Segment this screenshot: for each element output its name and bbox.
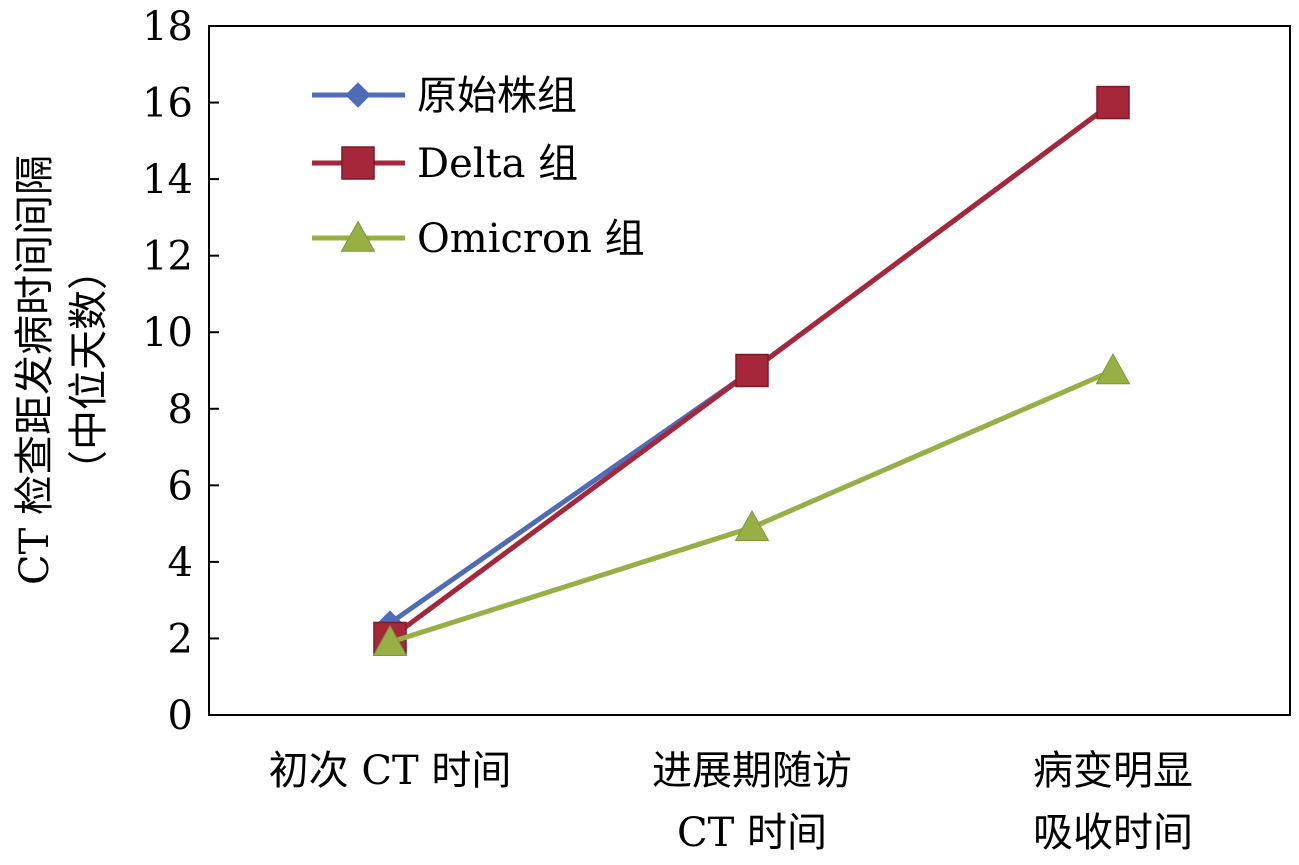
x-category-label: 病变明显	[1033, 748, 1193, 794]
y-tick-label: 8	[168, 387, 193, 433]
plot-frame	[208, 25, 1291, 716]
data-point-triangle	[372, 624, 408, 656]
x-category-label: 吸收时间	[1033, 810, 1193, 856]
legend-label: Omicron 组	[417, 216, 645, 262]
y-tick-label: 10	[142, 310, 193, 356]
data-point-diamond	[345, 82, 371, 108]
y-tick-label: 2	[168, 616, 193, 662]
axes: 0 2 4 6 8 10 12 14 16 18 初次 CT 时间 进展期随访 CT 时间 病变明显吸收时…	[142, 4, 1291, 856]
series-line	[389, 368, 1114, 645]
data-point-triangle	[734, 509, 770, 542]
x-category-label: CT 时间	[677, 810, 827, 856]
y-axis-label-line: （中位天数）	[66, 250, 112, 490]
y-tick-label: 18	[142, 4, 193, 50]
x-category-label: 进展期随访	[652, 748, 852, 794]
y-axis-label-line: CT 检查距发病时间间隔	[12, 155, 58, 585]
y-tick-label: 12	[142, 234, 193, 280]
legend-label: Delta 组	[417, 141, 578, 187]
series-2	[372, 352, 1131, 656]
data-point-square	[735, 353, 769, 388]
data-point-triangle	[1095, 352, 1131, 385]
legend: 原始株组 Delta 组 Omicron 组	[312, 73, 645, 262]
legend-item: Delta 组	[312, 141, 578, 187]
y-axis-label: CT 检查距发病时间间隔 （中位天数）	[12, 155, 112, 585]
data-point-square	[1096, 85, 1130, 120]
series-lines	[372, 85, 1131, 656]
data-point-square	[341, 146, 375, 180]
y-tick-label: 0	[168, 693, 193, 739]
y-tick-label: 4	[168, 540, 193, 586]
legend-item: 原始株组	[312, 73, 577, 119]
x-category-label: 初次 CT 时间	[269, 748, 512, 794]
y-tick-label: 14	[142, 157, 193, 203]
legend-label: 原始株组	[417, 73, 577, 119]
y-tick-label: 16	[142, 81, 193, 127]
legend-item: Omicron 组	[312, 216, 645, 262]
data-point-triangle	[340, 220, 376, 252]
y-tick-label: 6	[168, 463, 193, 509]
